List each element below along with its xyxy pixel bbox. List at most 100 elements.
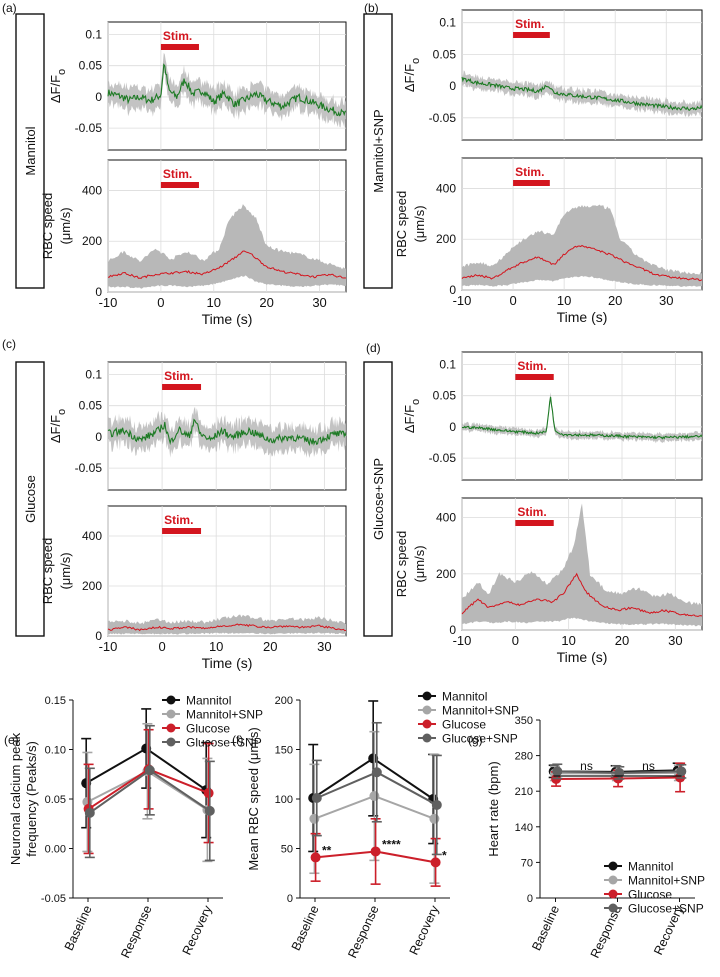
y-tick-label: 0 xyxy=(287,893,293,905)
condition-label: Mannitol+SNP xyxy=(371,109,386,192)
y-tick-label: 140 xyxy=(515,822,533,834)
rbc-xtick-label: -10 xyxy=(99,639,118,654)
stim-label: Stim. xyxy=(517,505,546,519)
calcium-sem-band xyxy=(108,52,346,128)
calcium-ytick-label: 0.05 xyxy=(79,59,103,73)
y-tick-label: 150 xyxy=(275,745,293,757)
rbc-xtick-label: 20 xyxy=(263,639,277,654)
rbc-ytick-label: 200 xyxy=(82,234,102,248)
panel-label: (d) xyxy=(366,341,381,355)
y-tick-label: 50 xyxy=(281,844,293,856)
calcium-sem-band xyxy=(462,70,702,117)
calcium-plot-area xyxy=(107,21,347,151)
rbc-ylabel-unit: (μm/s) xyxy=(412,545,427,582)
data-point xyxy=(369,791,380,802)
legend-label: Glucose xyxy=(628,888,672,902)
rbc-sd-band xyxy=(462,503,702,627)
stim-label: Stim. xyxy=(515,17,544,31)
calcium-sem-band xyxy=(462,392,702,444)
calcium-ylabel: ΔF/Fo xyxy=(402,58,422,92)
data-point xyxy=(370,846,381,857)
calcium-ylabel-sub: o xyxy=(410,58,422,64)
y-axis-title: Neuronal calcium peak xyxy=(8,732,23,865)
data-point xyxy=(676,766,687,777)
calcium-ytick-label: -0.05 xyxy=(75,461,103,475)
stim-label: Stim. xyxy=(163,167,192,181)
y-axis-title: frequency (Peaks/s) xyxy=(24,741,39,857)
rbc-ylabel-unit: (μm/s) xyxy=(412,205,427,242)
calcium-ytick-label: -0.05 xyxy=(75,121,103,135)
data-point xyxy=(144,765,155,776)
condition-label-box xyxy=(363,361,393,637)
rbc-ytick-label: 400 xyxy=(436,181,456,195)
rbc-plot-area xyxy=(107,505,347,637)
legend-swatch-marker xyxy=(422,705,432,715)
condition-label-box xyxy=(15,361,45,637)
x-category-label: Recovery xyxy=(180,903,215,957)
x-category-label: Baseline xyxy=(529,903,562,952)
legend-label: Mannitol+SNP xyxy=(442,704,519,718)
rbc-ylabel: RBC speed xyxy=(394,531,409,597)
rbc-xtick-label: 0 xyxy=(509,293,516,308)
rbc-ytick-label: 400 xyxy=(82,529,102,543)
calcium-ytick-label: 0 xyxy=(449,420,456,434)
y-tick-label: 0.15 xyxy=(45,695,66,707)
stim-bar xyxy=(162,384,202,390)
rbc-sd-band xyxy=(108,614,346,635)
x-category-label: Recovery xyxy=(407,903,442,957)
stim-bar xyxy=(160,182,199,188)
rbc-ylabel-unit: (μm/s) xyxy=(58,207,73,244)
rbc-ylabel: RBC speed xyxy=(40,538,55,604)
rbc-mean-line xyxy=(107,250,347,279)
rbc-ytick-label: 400 xyxy=(436,511,456,525)
calcium-ylabel: ΔF/Fo xyxy=(48,409,68,443)
calcium-ylabel: ΔF/Fo xyxy=(402,399,422,433)
y-tick-label: 0.10 xyxy=(45,745,66,757)
rbc-ytick-label: 0 xyxy=(449,283,456,297)
legend-label: Glucose+SNP xyxy=(186,736,262,750)
legend-swatch-marker xyxy=(608,875,618,885)
legend-swatch-marker xyxy=(166,723,176,733)
y-tick-label: -0.05 xyxy=(41,893,66,905)
stim-label: Stim. xyxy=(164,369,193,383)
data-point xyxy=(430,857,441,868)
calcium-ylabel: ΔF/Fo xyxy=(48,69,68,103)
y-tick-label: 70 xyxy=(521,857,533,869)
panel-label: (c) xyxy=(2,337,16,351)
rbc-xtick-label: 20 xyxy=(259,295,273,310)
data-point xyxy=(431,799,442,810)
y-tick-label: 210 xyxy=(515,786,533,798)
rbc-mean-line xyxy=(107,623,347,632)
rbc-ytick-label: 200 xyxy=(436,567,456,581)
calcium-ylabel-sub: o xyxy=(410,399,422,405)
legend-swatch-marker xyxy=(422,691,432,701)
rbc-ytick-label: 200 xyxy=(436,232,456,246)
calcium-ytick-label: 0.05 xyxy=(433,389,457,403)
data-point xyxy=(203,788,214,799)
data-point xyxy=(84,807,95,818)
rbc-xtick-label: 10 xyxy=(557,293,571,308)
rbc-xtick-label: 10 xyxy=(207,295,221,310)
stim-bar xyxy=(515,520,554,526)
data-point xyxy=(204,805,215,816)
legend-swatch-marker xyxy=(608,903,618,913)
calcium-ylabel-sub: o xyxy=(56,409,68,415)
rbc-ytick-label: 400 xyxy=(82,183,102,197)
y-axis-title: Heart rate (bpm) xyxy=(486,761,501,856)
data-point xyxy=(309,813,320,824)
calcium-ytick-label: 0 xyxy=(95,90,102,104)
y-tick-label: 200 xyxy=(275,695,293,707)
calcium-ytick-label: 0.05 xyxy=(433,47,457,61)
calcium-ytick-label: 0.1 xyxy=(85,27,102,41)
rbc-xtick-label: 0 xyxy=(158,639,165,654)
legend-label: Mannitol+SNP xyxy=(628,874,705,888)
rbc-xtick-label: 0 xyxy=(157,295,164,310)
panel-label: (a) xyxy=(2,1,17,15)
rbc-mean-line xyxy=(461,244,703,282)
stim-bar xyxy=(513,32,550,38)
calcium-ylabel-main: ΔF/F xyxy=(48,415,63,443)
data-point xyxy=(311,793,322,804)
calcium-ytick-label: -0.05 xyxy=(429,451,457,465)
calcium-trace-line xyxy=(107,63,347,117)
